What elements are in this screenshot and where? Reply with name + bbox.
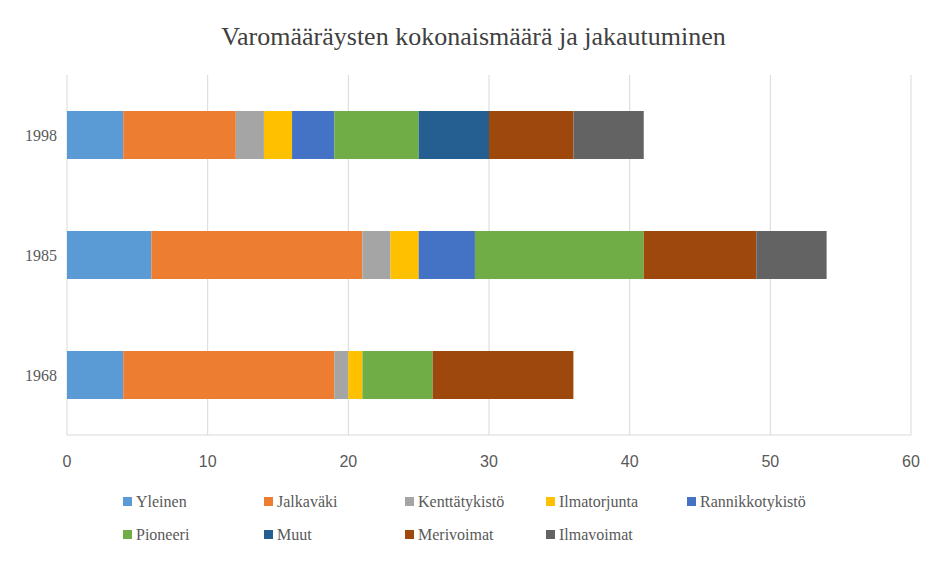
legend-label: Ilmavoimat <box>559 526 633 543</box>
bar-segment <box>573 111 643 159</box>
legend-swatch <box>264 530 273 539</box>
legend-swatch <box>405 530 414 539</box>
legend-label: Merivoimat <box>418 526 494 543</box>
legend-label: Ilmatorjunta <box>559 493 638 511</box>
bar-segment <box>419 111 489 159</box>
bar-segment <box>475 231 644 279</box>
bar-segment <box>67 351 123 399</box>
bar-segment <box>362 231 390 279</box>
legend-swatch <box>546 497 555 506</box>
x-tick-label: 20 <box>339 453 357 470</box>
legend-label: Jalkaväki <box>277 493 338 510</box>
bar-segment <box>236 111 264 159</box>
x-tick-label: 60 <box>902 453 920 470</box>
legend-label: Pioneeri <box>136 526 190 543</box>
bar-segment <box>292 111 334 159</box>
x-tick-label: 0 <box>63 453 72 470</box>
chart-svg: Varomääräysten kokonaismäärä ja jakautum… <box>0 0 947 562</box>
bar-segment <box>123 351 334 399</box>
x-tick-label: 40 <box>621 453 639 470</box>
bar-segment <box>123 111 236 159</box>
legend: Yleinen Jalkaväki Kenttätykistö Ilmatorjunt… <box>123 493 806 543</box>
bar-segment <box>334 111 418 159</box>
legend-swatch <box>264 497 273 506</box>
bar-segment <box>334 351 348 399</box>
legend-swatch <box>546 530 555 539</box>
x-axis-line <box>67 435 911 436</box>
legend-label: Rannikkotykistö <box>700 493 806 511</box>
legend-label: Muut <box>277 526 312 543</box>
bar-segment <box>644 231 757 279</box>
grid <box>67 75 911 435</box>
legend-swatch <box>687 497 696 506</box>
x-tick-label: 50 <box>761 453 779 470</box>
y-tick-label: 1985 <box>25 247 57 264</box>
bar-segment <box>151 231 362 279</box>
bar-segment <box>264 111 292 159</box>
x-tick-label: 10 <box>199 453 217 470</box>
bar-segment <box>433 351 574 399</box>
y-tick-label: 1998 <box>25 127 57 144</box>
x-tick-label: 30 <box>480 453 498 470</box>
chart-container: Varomääräysten kokonaismäärä ja jakautum… <box>0 0 947 562</box>
grid-line <box>911 75 912 435</box>
legend-swatch <box>405 497 414 506</box>
bar-segment <box>67 111 123 159</box>
bar-segment <box>67 231 151 279</box>
bars <box>67 111 827 399</box>
y-tick-label: 1968 <box>25 367 57 384</box>
bar-segment <box>348 351 362 399</box>
bar-segment <box>362 351 432 399</box>
legend-swatch <box>123 530 132 539</box>
legend-label: Kenttätykistö <box>418 493 504 511</box>
bar-segment <box>573 351 574 399</box>
chart-title: Varomääräysten kokonaismäärä ja jakautum… <box>221 22 726 51</box>
bar-segment <box>756 231 826 279</box>
bar-segment <box>391 231 419 279</box>
bar-segment <box>419 231 475 279</box>
legend-swatch <box>123 497 132 506</box>
bar-segment <box>489 111 573 159</box>
legend-label: Yleinen <box>136 493 187 510</box>
